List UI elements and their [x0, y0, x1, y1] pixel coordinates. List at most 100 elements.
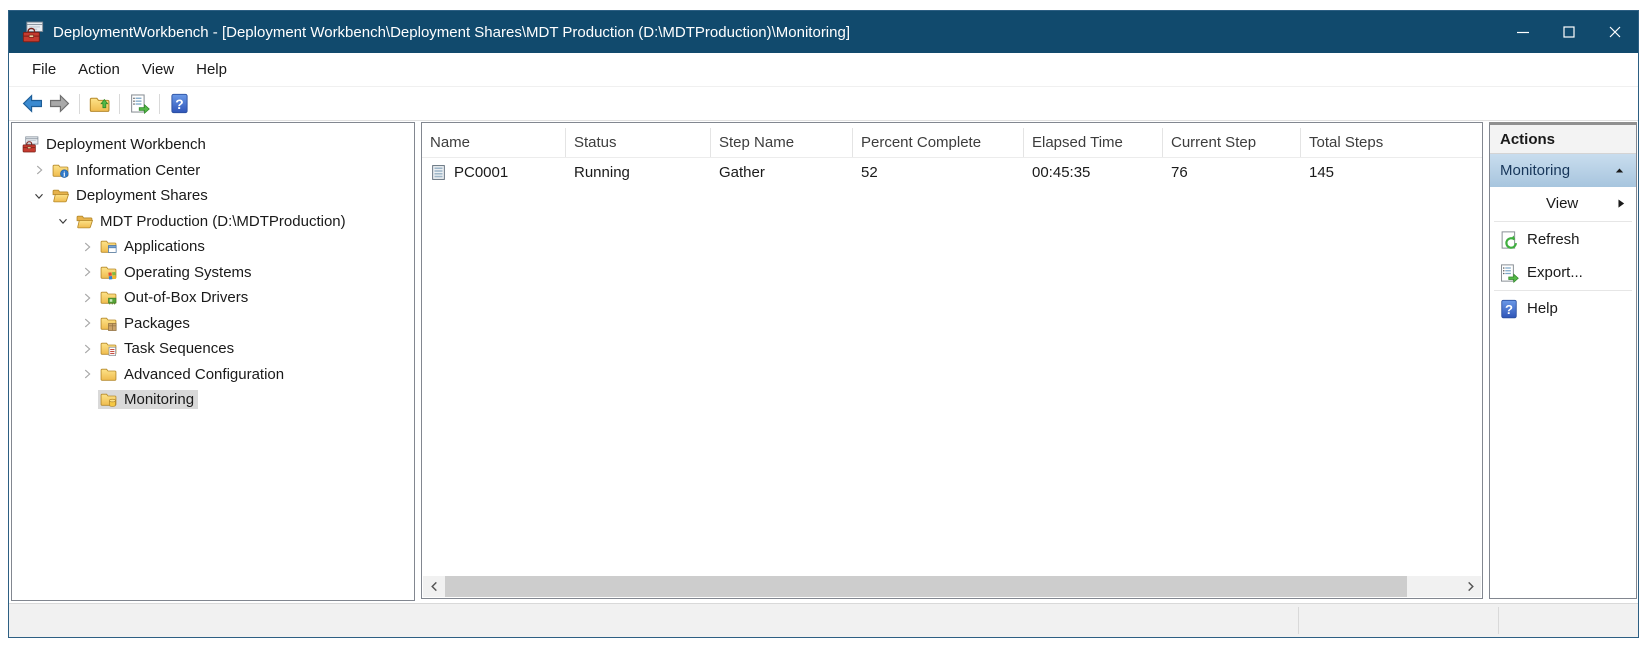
column-header-current-step[interactable]: Current Step [1163, 128, 1301, 157]
tree-node[interactable]: Advanced Configuration [98, 365, 288, 384]
tree-node[interactable]: Operating Systems [98, 263, 256, 282]
scroll-right-arrow[interactable] [1459, 576, 1481, 597]
tree-node[interactable]: Deployment Workbench [20, 135, 210, 154]
tree-item-mdt-production-d-mdtproduction[interactable]: MDT Production (D:\MDTProduction) [12, 209, 414, 235]
cell-status: Running [574, 164, 630, 181]
chevron-left-icon [430, 581, 437, 592]
column-header-total-steps[interactable]: Total Steps [1309, 134, 1384, 151]
list-row-pc0001[interactable]: PC0001 Running Gather 52 00:45:35 76 145 [422, 158, 1482, 187]
tree-item-label: Task Sequences [124, 340, 235, 358]
forward-icon [49, 93, 70, 114]
actions-group-monitoring[interactable]: Monitoring [1490, 154, 1636, 187]
tree-item-task-sequences[interactable]: Task Sequences [12, 336, 414, 362]
menu-bar: File Action View Help [9, 53, 1638, 87]
tree-node[interactable]: Out-of-Box Drivers [98, 288, 252, 307]
tree-item-label: Operating Systems [124, 263, 252, 281]
tree-item-operating-systems[interactable]: Operating Systems [12, 260, 414, 286]
status-bar [9, 603, 1638, 637]
up-one-level-button[interactable] [86, 90, 113, 117]
scrollbar-thumb[interactable] [445, 576, 1407, 597]
svg-text:?: ? [1505, 302, 1513, 317]
tree-node[interactable]: i Information Center [50, 161, 204, 180]
toolbar-separator [159, 93, 160, 114]
menu-item-file[interactable]: File [32, 61, 57, 78]
help-button[interactable]: ? [166, 90, 193, 117]
tree-item-label: Advanced Configuration [124, 365, 285, 383]
scroll-left-arrow[interactable] [423, 576, 445, 597]
minimize-icon [1517, 31, 1529, 34]
tree-item-packages[interactable]: Packages [12, 311, 414, 337]
actions-separator [1494, 221, 1632, 222]
toolbar: ? [9, 87, 1638, 121]
close-button[interactable] [1592, 11, 1638, 53]
titlebar: DeploymentWorkbench - [Deployment Workbe… [9, 11, 1638, 53]
folder-driver-icon [99, 289, 118, 306]
tree-node[interactable]: MDT Production (D:\MDTProduction) [74, 212, 350, 231]
export-list-button[interactable] [126, 90, 153, 117]
tree-item-deployment-shares[interactable]: Deployment Shares [12, 183, 414, 209]
app-window: DeploymentWorkbench - [Deployment Workbe… [8, 10, 1639, 638]
cell-percent-complete: 52 [861, 164, 878, 181]
tree-item-advanced-configuration[interactable]: Advanced Configuration [12, 362, 414, 388]
status-bar-divider [1298, 607, 1299, 634]
tree-item-label: Applications [124, 238, 205, 256]
menu-item-help[interactable]: Help [196, 61, 227, 78]
content-area: Deployment Workbench i Information Center D… [9, 122, 1638, 603]
action-view[interactable]: View [1490, 187, 1636, 220]
cell-total-steps: 145 [1309, 164, 1335, 181]
svg-text:i: i [63, 169, 65, 178]
menu-item-view[interactable]: View [141, 61, 175, 78]
column-header-status[interactable]: Status [566, 128, 711, 157]
tree-item-applications[interactable]: Applications [12, 234, 414, 260]
tree-node[interactable]: Deployment Shares [50, 186, 212, 205]
tree-item-deployment-workbench[interactable]: Deployment Workbench [12, 132, 414, 158]
cell-step-name: Gather [719, 164, 765, 181]
refresh-icon [1499, 230, 1519, 250]
help-icon: ? [169, 93, 190, 114]
actions-group-label: Monitoring [1500, 162, 1571, 179]
column-header-step-name[interactable]: Step Name [711, 128, 853, 157]
folder-app-icon [99, 238, 118, 255]
action-refresh[interactable]: Refresh [1490, 223, 1636, 256]
tree-node[interactable]: Monitoring [98, 390, 199, 410]
action-label: Export... [1527, 264, 1583, 281]
action-help[interactable]: ? Help [1490, 292, 1636, 325]
chevron-down-icon[interactable] [52, 213, 74, 229]
menu-item-action[interactable]: Action [78, 61, 120, 78]
tree-node[interactable]: Packages [98, 314, 194, 333]
chevron-right-icon[interactable] [76, 264, 98, 280]
column-header-percent-complete[interactable]: Percent Complete [853, 128, 1024, 157]
horizontal-scrollbar[interactable] [423, 576, 1481, 597]
column-header-name[interactable]: Name [422, 128, 566, 157]
maximize-button[interactable] [1546, 11, 1592, 53]
tree-item-label: Information Center [76, 161, 201, 179]
tree-item-information-center[interactable]: i Information Center [12, 158, 414, 184]
action-label: Refresh [1527, 231, 1580, 248]
tree-item-label: Deployment Shares [76, 187, 208, 205]
cell-elapsed-time: 00:45:35 [1032, 164, 1091, 181]
window-title: DeploymentWorkbench - [Deployment Workbe… [53, 23, 850, 41]
tree-item-out-of-box-drivers[interactable]: Out-of-Box Drivers [12, 285, 414, 311]
actions-items: View Refresh Export... ? Help [1490, 187, 1636, 325]
chevron-right-icon[interactable] [28, 162, 50, 178]
chevron-placeholder [76, 392, 98, 408]
chevron-right-icon[interactable] [76, 315, 98, 331]
computer-icon [430, 164, 447, 181]
column-header-elapsed-time[interactable]: Elapsed Time [1024, 128, 1163, 157]
chevron-right-icon[interactable] [76, 366, 98, 382]
tree-item-monitoring[interactable]: Monitoring [12, 387, 414, 413]
minimize-button[interactable] [1500, 11, 1546, 53]
tree-node[interactable]: Applications [98, 237, 209, 256]
back-button[interactable] [19, 90, 46, 117]
chevron-up-icon[interactable] [1613, 164, 1626, 177]
chevron-right-icon[interactable] [76, 239, 98, 255]
forward-button[interactable] [46, 90, 73, 117]
action-export[interactable]: Export... [1490, 256, 1636, 289]
chevron-down-icon[interactable] [28, 188, 50, 204]
up-one-level-icon [89, 93, 110, 114]
tree-node[interactable]: Task Sequences [98, 339, 238, 358]
cell-text: PC0001 [454, 164, 509, 181]
chevron-right-icon[interactable] [76, 341, 98, 357]
chevron-right-icon[interactable] [76, 290, 98, 306]
tree-item-label: Deployment Workbench [46, 136, 206, 154]
